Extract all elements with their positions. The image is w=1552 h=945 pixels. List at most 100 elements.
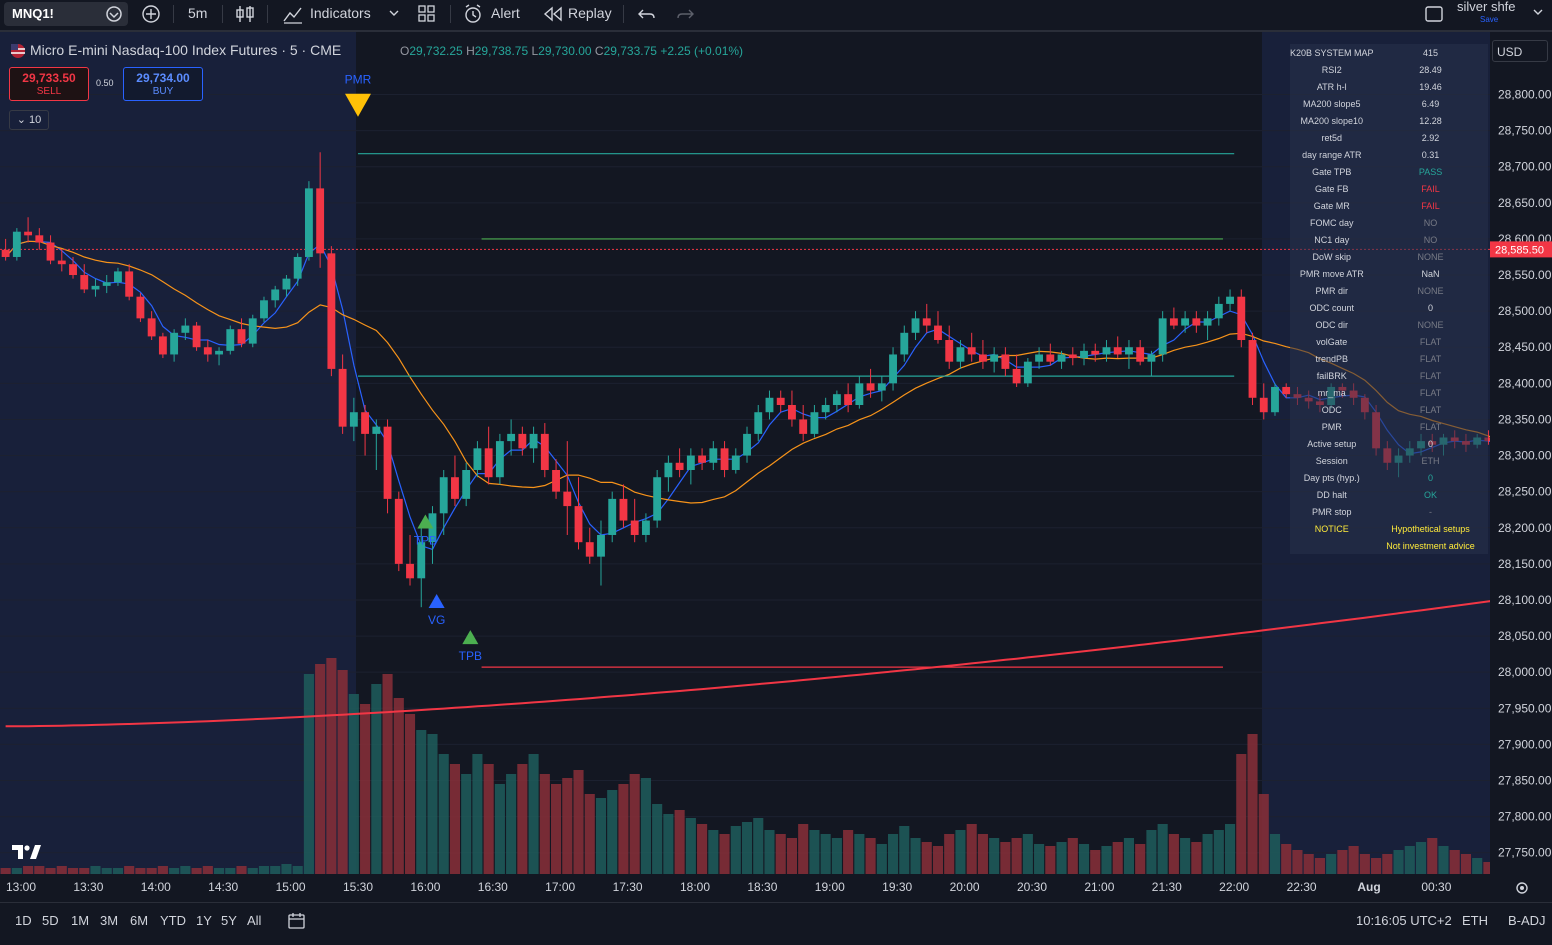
compare-icon[interactable] [104,5,124,23]
chart-pane[interactable]: PMR TPB VG TPB [0,32,1490,874]
redo-icon[interactable] [674,4,696,24]
clock-display[interactable]: 10:16:05 UTC+2 [1356,913,1452,928]
system-map-key: ATR h-l [1316,81,1347,92]
chevron-down-icon[interactable] [388,9,400,19]
candle [181,325,190,333]
system-map-value: NONE [1417,319,1444,330]
system-map-value: 0 [1428,438,1434,449]
volume-bar [360,704,371,874]
marker-label: VG [428,613,445,627]
volume-bar [101,868,112,874]
symbol-label: MNQ1! [12,6,54,21]
interval-button[interactable]: 5m [188,5,208,21]
candle [316,188,325,254]
volume-bar [281,864,292,874]
timeframe-button-5d[interactable]: 5D [42,913,59,928]
candle [743,433,751,456]
system-map-row: NC1 day NO [1290,231,1488,248]
currency-select[interactable]: USD [1492,40,1548,62]
candle [114,271,122,283]
system-map-row: Day pts (hyp.) 0 [1290,469,1488,486]
replay-button[interactable]: Replay [568,5,612,21]
time-tick-label: 00:30 [1421,880,1451,894]
adjustment-toggle[interactable]: B-ADJ [1508,913,1546,928]
volume-bar [989,838,1000,874]
candle [552,469,560,492]
volume-bar [157,866,168,874]
system-map-key: Session [1315,455,1348,466]
undo-icon[interactable] [636,4,658,24]
layouts-icon[interactable] [416,3,438,25]
candle-type-icon[interactable] [234,4,256,24]
candle [495,441,504,478]
high-value: 29,738.75 [474,44,529,58]
marker-label: PMR [345,73,372,87]
indicators-button[interactable]: Indicators [310,5,371,21]
fullscreen-icon[interactable] [1424,4,1444,24]
session-toggle[interactable]: ETH [1462,913,1488,928]
price-tick-label: 28,650.00 [1498,196,1552,210]
candle [417,542,426,579]
replay-icon[interactable] [542,5,564,23]
time-axis[interactable]: 13:00 13:30 14:00 14:30 15:00 15:30 16:00 16:30… [0,874,1552,902]
price-tick-label: 27,950.00 [1498,701,1552,715]
system-map-value: Hypothetical setups [1391,523,1470,534]
candle [24,231,33,236]
volume-bar [1056,842,1067,874]
volume-bar [629,774,640,874]
price-tick-label: 28,800.00 [1498,88,1552,102]
user-name[interactable]: silver shfe [1457,0,1516,14]
buy-button[interactable]: 29,734.00 BUY [123,67,203,101]
symbol-search-button[interactable]: MNQ1! [4,2,128,26]
price-chart[interactable]: PMR TPB VG TPB [0,32,1490,874]
marker-down-triangle [345,93,371,117]
add-symbol-icon[interactable] [140,3,162,25]
volume-bar [1449,850,1460,874]
timeframe-button-1y[interactable]: 1Y [196,913,212,928]
time-tick-label: 18:00 [680,880,710,894]
candle [1102,347,1111,355]
timeframe-button-1m[interactable]: 1M [71,913,90,928]
settings-gear-icon[interactable] [1513,879,1531,897]
candle [900,332,909,355]
candle [260,300,268,319]
system-map-row: NOTICE Hypothetical setups [1290,520,1488,537]
timeframe-button-all[interactable]: All [247,913,262,928]
alert-button[interactable]: Alert [491,5,520,21]
candle [349,412,358,427]
volume-bar [786,838,798,874]
system-map-value: NONE [1417,285,1444,296]
save-label[interactable]: Save [1480,15,1499,24]
marker-up-triangle [428,593,445,608]
indicators-icon[interactable] [282,4,304,24]
date-range-icon[interactable] [287,911,307,931]
timeframe-button-1d[interactable]: 1D [15,913,32,928]
price-axis[interactable]: 28,800.00 28,750.00 28,700.00 28,650.00 28,6… [1490,32,1552,874]
system-map-row: ret5d 2.92 [1290,129,1488,146]
volume-bar [461,774,472,874]
top-toolbar: MNQ1! 5m Indicators Alert Replay silver … [0,0,1552,32]
lot-size-select[interactable]: ⌄ 10 [9,110,49,130]
candle [619,498,628,521]
timeframe-button-5y[interactable]: 5Y [221,913,237,928]
chevron-down-icon[interactable] [1532,8,1544,18]
timeframe-button-ytd[interactable]: YTD [160,913,186,928]
volume-bar [23,866,34,874]
symbol-title[interactable]: Micro E-mini Nasdaq-100 Index Futures · … [30,42,342,58]
timeframe-button-6m[interactable]: 6M [130,913,149,928]
volume-bar [1292,850,1303,874]
candle [35,235,44,243]
volume-bar [663,814,674,874]
price-tick-label: 28,450.00 [1498,340,1552,354]
system-map-row: PMR move ATR NaN [1290,265,1488,282]
volume-bar [416,730,427,874]
sell-label: SELL [36,86,62,97]
sell-button[interactable]: 29,733.50 SELL [9,67,89,101]
candle [507,433,516,442]
volume-bar [1404,846,1415,874]
alert-icon[interactable] [462,3,484,25]
system-map-key: DoW skip [1312,251,1352,262]
volume-bar [337,670,348,874]
time-tick-label: 20:00 [950,880,980,894]
timeframe-button-3m[interactable]: 3M [100,913,119,928]
